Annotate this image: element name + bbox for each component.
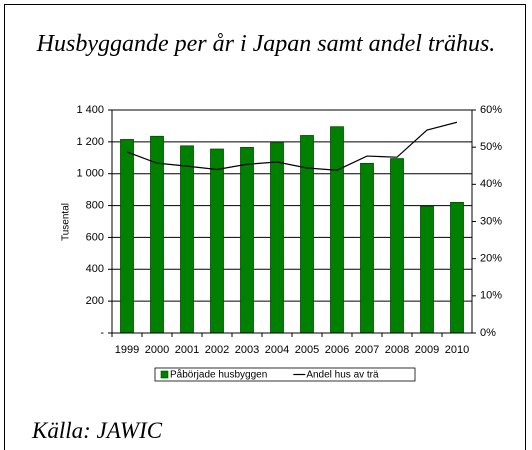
legend-swatch — [160, 370, 169, 379]
bar — [240, 147, 254, 334]
x-tick-label: 1999 — [115, 344, 139, 356]
y2-tick-label: 40% — [480, 178, 502, 190]
y2-tick-label: 60% — [480, 104, 502, 116]
y-tick-label: 400 — [86, 263, 104, 275]
x-tick-label: 2006 — [325, 344, 349, 356]
bar — [390, 158, 404, 334]
x-tick-label: 2001 — [175, 344, 199, 356]
x-tick-label: 2000 — [145, 344, 169, 356]
x-tick-label: 2005 — [295, 344, 319, 356]
bar — [120, 139, 134, 334]
x-tick-label: 2009 — [415, 344, 439, 356]
y2-tick-label: 30% — [480, 215, 502, 227]
bar — [270, 142, 284, 334]
y-tick-label: 1 000 — [76, 168, 104, 180]
y2-tick-label: 50% — [480, 141, 502, 153]
y-tick-label: 200 — [86, 295, 104, 307]
bar — [420, 205, 434, 334]
x-tick-label: 2002 — [205, 344, 229, 356]
y-tick-label: 1 400 — [76, 104, 104, 116]
x-tick-label: 2010 — [445, 344, 469, 356]
x-tick-label: 2003 — [235, 344, 259, 356]
frame — [4, 4, 526, 450]
legend-label: Påbörjade husbyggen — [170, 369, 267, 381]
bar — [180, 145, 194, 334]
bar — [450, 201, 464, 334]
x-tick-label: 2008 — [385, 344, 409, 356]
y-tick-label: 1 200 — [76, 136, 104, 148]
bar — [330, 126, 344, 334]
x-tick-label: 2007 — [355, 344, 379, 356]
source: Källa: JAWIC — [32, 418, 163, 443]
y2-tick-label: 10% — [480, 290, 502, 302]
y-tick-label: 600 — [86, 231, 104, 243]
line — [126, 121, 458, 171]
bar — [150, 135, 164, 334]
y-axis-label: Tusental — [61, 203, 72, 241]
y2-tick-label: 0% — [480, 327, 496, 339]
bar — [360, 162, 374, 334]
bar — [210, 148, 224, 334]
legend-box — [154, 367, 416, 382]
y-tick-label: - — [100, 327, 104, 339]
y-tick-label: 800 — [86, 199, 104, 211]
y2-tick-label: 20% — [480, 253, 502, 265]
chart-title: Husbyggande per år i Japan samt andel tr… — [36, 31, 496, 57]
bar — [300, 135, 314, 334]
legend-label: Andel hus av trä — [306, 370, 379, 381]
x-tick-label: 2004 — [265, 344, 289, 356]
